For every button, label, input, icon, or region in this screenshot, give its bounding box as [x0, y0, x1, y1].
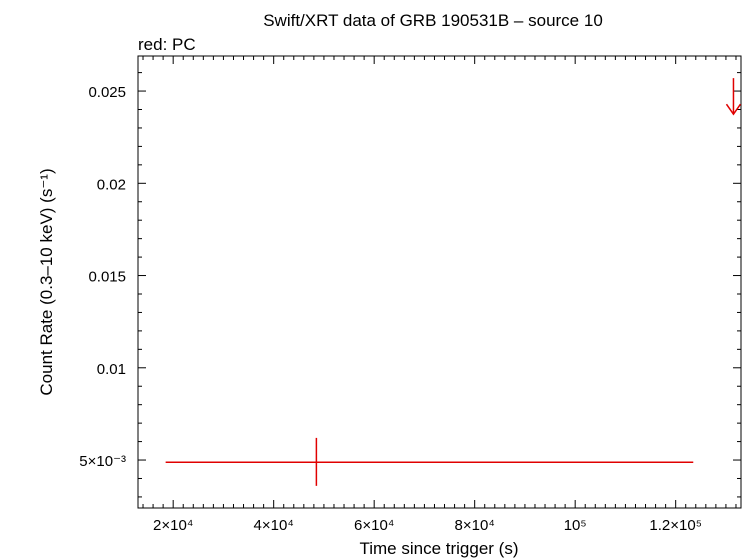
x-tick-label: 1.2×10⁵ — [649, 517, 702, 534]
y-tick-label: 0.01 — [97, 361, 126, 378]
y-tick-label: 5×10⁻³ — [79, 453, 126, 470]
x-axis-ticks — [142, 56, 737, 508]
y-axis-tick-labels: 5×10⁻³ 0.01 0.015 0.02 0.025 — [79, 84, 126, 470]
x-tick-label: 6×10⁴ — [354, 517, 394, 534]
y-axis-label: Count Rate (0.3–10 keV) (s⁻¹) — [37, 168, 56, 395]
y-tick-label: 0.025 — [88, 84, 126, 101]
x-tick-label: 10⁵ — [564, 517, 587, 534]
y-axis-ticks — [138, 72, 741, 498]
x-tick-label: 4×10⁴ — [254, 517, 294, 534]
series-layer — [165, 78, 742, 486]
upper-limit-arrow — [725, 78, 742, 116]
chart-subtitle: red: PC — [138, 35, 196, 54]
x-axis-label: Time since trigger (s) — [359, 539, 518, 558]
upper-limit-head — [725, 103, 742, 116]
y-tick-label: 0.015 — [88, 269, 126, 286]
x-tick-label: 2×10⁴ — [153, 517, 193, 534]
plot-frame — [137, 55, 742, 509]
y-tick-label: 0.02 — [97, 176, 126, 193]
x-axis-tick-labels: 2×10⁴ 4×10⁴ 6×10⁴ 8×10⁴ 10⁵ 1.2×10⁵ — [153, 517, 702, 534]
x-tick-label: 8×10⁴ — [455, 517, 495, 534]
data-point — [165, 437, 694, 486]
chart-title: Swift/XRT data of GRB 190531B – source 1… — [263, 11, 603, 30]
